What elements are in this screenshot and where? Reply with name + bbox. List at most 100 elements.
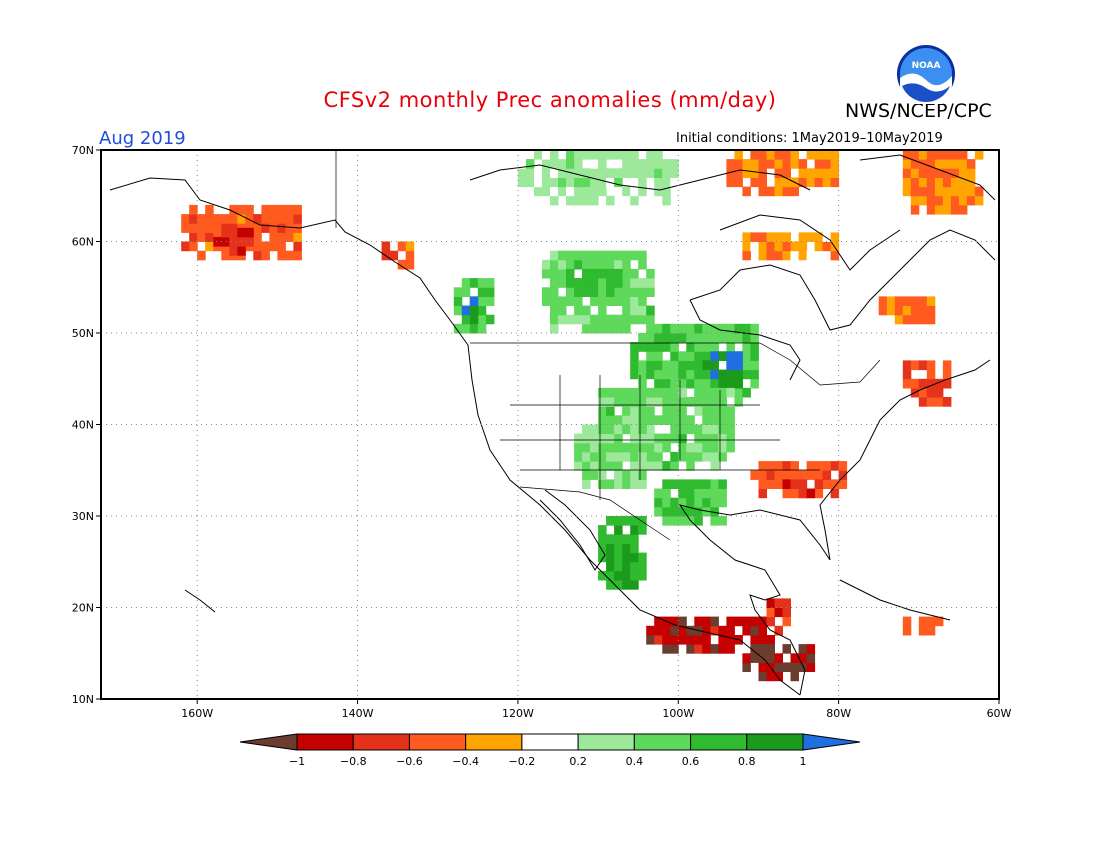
anomaly-cell bbox=[678, 378, 687, 389]
anomaly-cell bbox=[630, 424, 639, 435]
anomaly-cell bbox=[742, 342, 751, 352]
anomaly-cell bbox=[734, 159, 743, 169]
anomaly-cell bbox=[710, 488, 719, 499]
anomaly-cell bbox=[590, 159, 599, 169]
anomaly-cell bbox=[253, 223, 262, 233]
anomaly-cell bbox=[742, 360, 751, 371]
anomaly-cell bbox=[766, 653, 775, 663]
anomaly-cell bbox=[726, 177, 735, 188]
anomaly-cell bbox=[678, 479, 687, 489]
anomaly-cell bbox=[205, 232, 214, 242]
anomaly-cell bbox=[638, 305, 647, 316]
noaa-logo: NOAA bbox=[897, 45, 955, 104]
anomaly-cell bbox=[582, 268, 591, 279]
anomaly-cell bbox=[790, 470, 799, 480]
anomaly-cell bbox=[662, 159, 671, 169]
anomaly-cell bbox=[598, 424, 607, 435]
anomaly-cell bbox=[574, 433, 583, 444]
anomaly-cell bbox=[598, 177, 607, 188]
anomaly-cell bbox=[766, 616, 775, 627]
anomaly-cell bbox=[702, 625, 711, 636]
anomaly-cell bbox=[293, 241, 302, 252]
anomaly-cell bbox=[654, 333, 663, 343]
anomaly-cell bbox=[926, 159, 936, 169]
anomaly-cell bbox=[734, 150, 743, 160]
anomaly-cell bbox=[774, 168, 783, 178]
anomaly-cell bbox=[734, 387, 743, 398]
anomaly-cell bbox=[566, 268, 575, 279]
anomaly-cell bbox=[453, 305, 463, 316]
anomaly-cell bbox=[622, 296, 631, 306]
anomaly-cell bbox=[838, 479, 848, 489]
anomaly-cell bbox=[774, 150, 783, 160]
anomaly-cell bbox=[774, 232, 783, 242]
anomaly-cell bbox=[790, 662, 799, 672]
anomaly-cell bbox=[630, 580, 639, 590]
anomaly-cell bbox=[918, 387, 928, 398]
anomaly-cell bbox=[766, 250, 775, 261]
anomaly-cell bbox=[766, 461, 775, 471]
anomaly-cell bbox=[766, 186, 775, 197]
anomaly-cell bbox=[261, 204, 270, 215]
anomaly-cell bbox=[630, 314, 639, 325]
anomaly-cell bbox=[686, 625, 695, 636]
anomaly-cell bbox=[654, 488, 663, 499]
legend-swatch bbox=[521, 733, 579, 751]
anomaly-cell bbox=[638, 433, 647, 444]
anomaly-cell bbox=[662, 497, 671, 508]
anomaly-cell bbox=[630, 470, 639, 480]
anomaly-cell bbox=[806, 653, 816, 663]
anomaly-cell bbox=[670, 516, 679, 526]
anomaly-cell bbox=[686, 351, 695, 361]
anomaly-cell bbox=[582, 461, 591, 471]
anomaly-cell bbox=[686, 451, 695, 462]
anomaly-cell bbox=[822, 232, 832, 242]
anomaly-cell bbox=[942, 204, 952, 215]
anomaly-cell bbox=[918, 378, 928, 389]
anomaly-cell bbox=[814, 241, 824, 252]
anomaly-cell bbox=[606, 195, 615, 206]
anomaly-cell bbox=[670, 378, 679, 389]
anomaly-cell bbox=[189, 204, 198, 215]
anomaly-cell bbox=[453, 323, 463, 334]
anomaly-cell bbox=[389, 250, 399, 261]
anomaly-cell bbox=[694, 397, 703, 407]
anomaly-cell bbox=[686, 323, 695, 334]
anomaly-cell bbox=[285, 214, 294, 224]
anomaly-cell bbox=[694, 616, 703, 627]
anomaly-cell bbox=[622, 580, 631, 590]
anomaly-cell bbox=[790, 250, 799, 261]
lat-tick-label: 20N bbox=[72, 602, 94, 615]
anomaly-cell bbox=[782, 150, 791, 160]
anomaly-cell bbox=[630, 268, 639, 279]
anomaly-cell bbox=[638, 278, 647, 288]
anomaly-cell bbox=[662, 442, 671, 453]
anomaly-cell bbox=[726, 625, 735, 636]
anomaly-cell bbox=[598, 305, 607, 316]
anomaly-cell bbox=[790, 461, 799, 471]
anomaly-cell bbox=[918, 397, 928, 407]
anomaly-cell bbox=[790, 186, 799, 197]
anomaly-cell bbox=[654, 323, 663, 334]
anomaly-cell bbox=[942, 360, 952, 371]
anomaly-cell bbox=[550, 177, 559, 188]
anomaly-cell bbox=[590, 268, 599, 279]
anomaly-cell bbox=[702, 387, 711, 398]
legend-label: −0.8 bbox=[340, 755, 367, 768]
anomaly-cell bbox=[950, 195, 960, 206]
anomaly-cell bbox=[638, 360, 647, 371]
anomaly-cell bbox=[718, 369, 727, 380]
legend-swatch bbox=[690, 733, 748, 751]
anomaly-cell bbox=[181, 241, 190, 252]
anomaly-cell bbox=[606, 168, 615, 178]
anomaly-cell bbox=[702, 360, 711, 371]
anomaly-cell bbox=[229, 236, 238, 247]
anomaly-cell bbox=[277, 241, 286, 252]
anomaly-cell bbox=[742, 241, 751, 252]
anomaly-cell bbox=[598, 552, 607, 563]
anomaly-cell bbox=[598, 570, 607, 581]
anomaly-cell bbox=[670, 333, 679, 343]
anomaly-cell bbox=[926, 314, 936, 325]
lon-tick-label: 80W bbox=[826, 707, 851, 720]
anomaly-cell bbox=[814, 168, 824, 178]
